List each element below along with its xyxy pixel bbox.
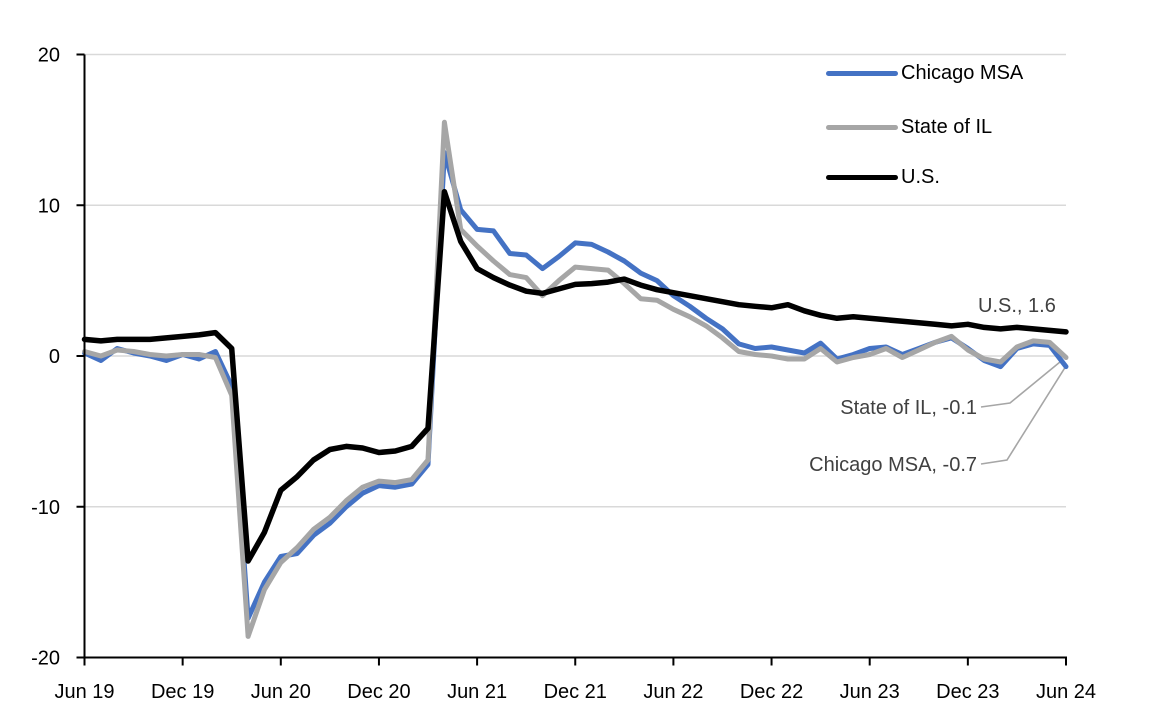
annotation-chicago-msa-value: Chicago MSA, -0.7 — [809, 454, 977, 476]
x-tick-label: Dec 23 — [936, 681, 999, 703]
x-tick-label: Jun 23 — [840, 681, 900, 703]
y-tick-label: 0 — [49, 346, 60, 368]
legend-label-chicago-msa: Chicago MSA — [901, 62, 1024, 84]
legend-item-state-of-il: State of IL — [826, 115, 992, 139]
x-tick-label: Jun 19 — [54, 681, 114, 703]
x-tick-label: Dec 22 — [740, 681, 803, 703]
y-tick-label: -10 — [31, 497, 60, 519]
x-tick-label: Jun 20 — [251, 681, 311, 703]
series-line-chicago-msa — [82, 150, 1069, 621]
legend-item-us: U.S. — [826, 165, 940, 189]
annotation-state-of-il-value: State of IL, -0.1 — [840, 397, 977, 419]
x-tick-label: Jun 21 — [447, 681, 507, 703]
legend-line-chicago-msa — [826, 70, 898, 76]
legend-line-state-of-il — [826, 124, 898, 130]
leader-line-state-of-il — [980, 358, 1064, 408]
y-tick-label: -20 — [31, 648, 60, 670]
x-tick-label: Jun 22 — [643, 681, 703, 703]
legend-line-us — [826, 174, 898, 180]
series-line-u-s- — [81, 188, 1069, 564]
y-tick-label: 10 — [38, 195, 60, 217]
annotation-us-value: U.S., 1.6 — [978, 295, 1056, 317]
x-tick-label: Dec 19 — [151, 681, 214, 703]
x-tick-label: Jun 24 — [1036, 681, 1096, 703]
series-line-state-of-il — [82, 119, 1069, 639]
legend-item-chicago-msa: Chicago MSA — [826, 61, 1023, 85]
legend-label-us: U.S. — [901, 166, 940, 188]
leader-line-chicago-msa — [980, 367, 1066, 465]
x-tick-label: Dec 20 — [347, 681, 410, 703]
y-tick-label: 20 — [38, 45, 60, 67]
legend-label-state-of-il: State of IL — [901, 116, 993, 138]
x-tick-label: Dec 21 — [544, 681, 607, 703]
